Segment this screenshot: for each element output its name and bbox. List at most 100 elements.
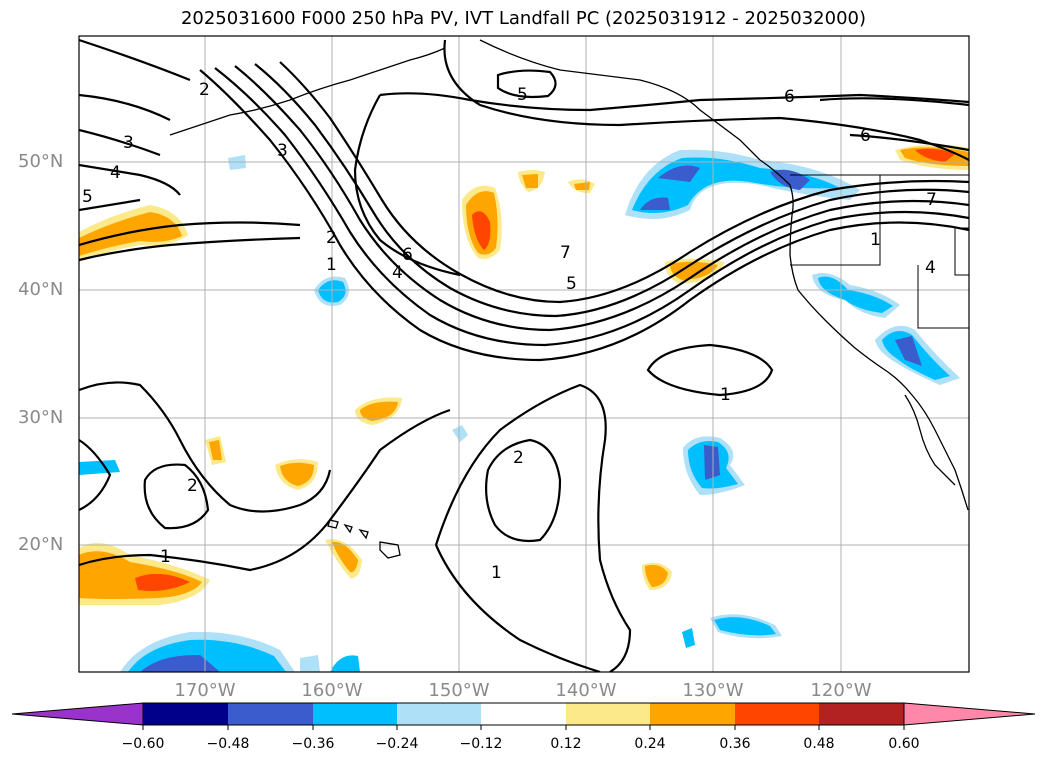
positive-anomaly-region xyxy=(332,541,358,573)
contour-line xyxy=(79,38,191,212)
lon-label-140w: 140°W xyxy=(555,680,617,701)
contour-line xyxy=(214,67,969,347)
colorbar-frame xyxy=(142,702,905,726)
border-line xyxy=(917,265,969,329)
contour-label-layer: 1 1 1 1 1 2 2 2 2 3 3 4 4 4 5 5 5 6 6 6 … xyxy=(82,80,937,583)
hawaii-island xyxy=(379,541,401,559)
positive-anomaly-region xyxy=(472,211,491,250)
positive-anomaly-region xyxy=(360,401,398,421)
lat-label-40n: 40°N xyxy=(18,279,64,300)
colorbar-segment xyxy=(313,703,397,725)
contour-line xyxy=(279,61,969,304)
contour-label: 7 xyxy=(926,190,937,210)
contour-line xyxy=(143,463,210,530)
positive-anomaly-region xyxy=(645,564,668,587)
colorbar-tick-label: −0.36 xyxy=(291,736,335,752)
colorbar-segment xyxy=(481,703,566,725)
colorbar-segment xyxy=(566,703,650,725)
border-line xyxy=(790,175,881,266)
colorbar-segment xyxy=(228,703,313,725)
contour-line xyxy=(79,221,301,262)
contour-label: 4 xyxy=(925,258,936,278)
contour-line xyxy=(199,69,969,362)
negative-anomaly-region xyxy=(714,617,776,636)
colorbar-tick-label: 0.48 xyxy=(803,736,835,752)
lat-label-20n: 20°N xyxy=(18,534,64,555)
contour-label: 1 xyxy=(870,230,881,250)
contour-label: 6 xyxy=(860,126,871,146)
contour-label: 1 xyxy=(491,563,502,583)
negative-anomaly-region xyxy=(658,165,700,182)
colorbar-tick-label: −0.60 xyxy=(121,736,165,752)
lat-label-30n: 30°N xyxy=(18,407,64,428)
colorbar xyxy=(11,702,1036,730)
lon-label-150w: 150°W xyxy=(428,680,490,701)
contour-label: 1 xyxy=(720,385,731,405)
negative-anomaly-region xyxy=(895,336,922,366)
contour-label: 1 xyxy=(326,255,337,275)
negative-anomaly-region xyxy=(330,655,360,672)
colorbar-segment xyxy=(650,703,735,725)
contour-line xyxy=(79,381,332,513)
map-title: 2025031600 F000 250 hPa PV, IVT Landfall… xyxy=(180,8,867,29)
contour-label: 7 xyxy=(560,243,571,263)
lon-label-170w: 170°W xyxy=(174,680,236,701)
negative-anomaly-region xyxy=(640,197,670,210)
contour-line xyxy=(646,343,774,397)
contour-line xyxy=(496,69,557,99)
colorbar-segment xyxy=(735,703,819,725)
lon-label-160w: 160°W xyxy=(301,680,363,701)
contour-label: 1 xyxy=(160,547,171,567)
positive-anomaly-region xyxy=(79,212,182,256)
alaska-coast xyxy=(169,39,761,161)
contour-label: 2 xyxy=(187,476,198,496)
lon-label-120w: 120°W xyxy=(810,680,872,701)
border-line xyxy=(954,227,970,276)
colorbar-extend-high xyxy=(903,702,1036,726)
colorbar-tick-label: 0.12 xyxy=(550,736,582,752)
hawaii-island xyxy=(343,523,353,534)
contour-label: 4 xyxy=(392,263,403,283)
colorbar-tick-label: 0.36 xyxy=(719,736,751,752)
contour-label: 5 xyxy=(566,274,577,294)
negative-anomaly-region xyxy=(79,460,120,475)
lat-label-50n: 50°N xyxy=(18,151,64,172)
negative-anomaly-region xyxy=(704,445,720,480)
positive-anomaly-region xyxy=(522,174,538,188)
graticule xyxy=(79,36,969,672)
colorbar-tick-label: 0.60 xyxy=(888,736,920,752)
contour-line xyxy=(819,97,969,152)
contour-line xyxy=(79,408,451,572)
contour-label: 3 xyxy=(277,141,288,161)
positive-anomaly-region xyxy=(209,440,222,460)
colorbar-segment xyxy=(143,703,228,725)
colorbar-segment xyxy=(397,703,481,725)
contour-label: 3 xyxy=(123,133,134,153)
contour-label: 2 xyxy=(199,80,210,100)
contour-line xyxy=(353,92,969,277)
hawaii-island xyxy=(358,528,369,540)
contour-line xyxy=(434,383,632,672)
contour-label: 6 xyxy=(402,245,413,265)
baja-coast xyxy=(904,394,956,486)
negative-anomaly-region xyxy=(682,628,695,648)
contour-line xyxy=(234,65,969,332)
colorbar-tick-label: −0.48 xyxy=(206,736,250,752)
contour-line xyxy=(443,39,969,161)
contour-label: 2 xyxy=(326,228,337,248)
negative-anomaly-region xyxy=(818,276,893,313)
contour-label: 5 xyxy=(517,85,528,105)
negative-anomaly-region xyxy=(300,655,320,672)
contour-label: 5 xyxy=(82,187,93,207)
contour-line xyxy=(434,544,601,672)
colorbar-tick-label: −0.12 xyxy=(459,736,503,752)
colorbar-tick-label: −0.24 xyxy=(375,736,419,752)
colorbar-tick-label: 0.24 xyxy=(634,736,666,752)
map-frame xyxy=(78,35,970,673)
contour-line xyxy=(485,438,562,543)
colorbar-extend-low xyxy=(11,702,144,726)
contour-label: 4 xyxy=(110,163,121,183)
positive-anomaly-region xyxy=(135,573,190,591)
pv-contours xyxy=(79,38,969,672)
